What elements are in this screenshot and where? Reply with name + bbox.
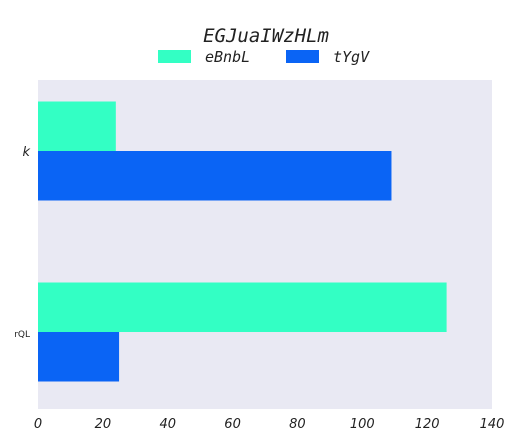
bar-eBnbL-rQL — [38, 283, 447, 333]
legend: eBnbL tYgV — [158, 48, 370, 66]
bar-eBnbL-k — [38, 102, 116, 152]
bar-tYgV-k — [38, 151, 391, 201]
y-tick-label-rQL: rQL — [14, 330, 30, 340]
y-axis-tick-labels: k rQL — [14, 145, 30, 340]
x-tick-label-120: 120 — [415, 417, 440, 432]
x-tick-label-100: 100 — [350, 417, 375, 432]
legend-label-tYgV: tYgV — [333, 48, 370, 66]
x-tick-label-60: 60 — [224, 417, 241, 432]
legend-swatch-eBnbL — [158, 50, 191, 63]
legend-label-eBnbL: eBnbL — [205, 48, 250, 66]
x-tick-label-140: 140 — [480, 417, 505, 432]
legend-swatch-tYgV — [286, 50, 319, 63]
x-tick-label-40: 40 — [159, 417, 176, 432]
x-tick-label-80: 80 — [289, 417, 306, 432]
x-axis-tick-labels: 0 20 40 60 80 100 120 140 — [34, 417, 505, 432]
chart-title: EGJuaIWzHLm — [203, 25, 329, 47]
y-tick-label-k: k — [22, 145, 30, 160]
x-tick-label-20: 20 — [95, 417, 112, 432]
bar-tYgV-rQL — [38, 332, 119, 382]
x-tick-label-0: 0 — [34, 417, 42, 432]
